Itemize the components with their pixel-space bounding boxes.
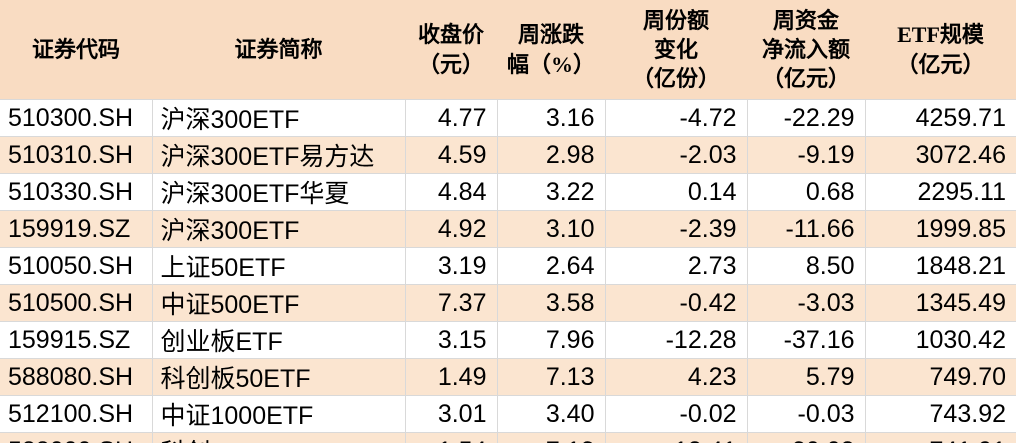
cell-weekly-change: 7.13 [497,358,606,396]
cell-close-price: 4.77 [405,99,498,137]
cell-security-code: 510050.SH [0,247,153,285]
col-header-security-name: 证券简称 [152,0,405,100]
table-row: 510050.SH 上证50ETF 3.19 2.64 2.73 8.50 18… [0,247,1016,285]
cell-security-name: 沪深300ETF华夏 [152,173,406,211]
cell-weekly-change: 3.10 [497,210,606,248]
cell-weekly-change: 7.12 [497,432,606,443]
cell-weekly-change: 7.96 [497,321,606,359]
cell-security-code: 510310.SH [0,136,153,174]
cell-share-change: -2.03 [605,136,748,174]
table-row: 159915.SZ 创业板ETF 3.15 7.96 -12.28 -37.16… [0,321,1016,359]
cell-etf-scale: 1030.42 [865,321,1016,359]
cell-security-name: 创业板ETF [152,321,406,359]
cell-share-change: -13.41 [605,432,748,443]
header-row: 证券代码 证券简称 收盘价 （元） 周涨跌 幅（%） 周份额 变化 （亿份） 周… [0,0,1016,100]
cell-etf-scale: 749.70 [865,358,1016,396]
col-header-security-code: 证券代码 [0,0,152,100]
cell-security-name: 沪深300ETF [152,210,406,248]
table-row: 588080.SH 科创板50ETF 1.49 7.13 4.23 5.79 7… [0,358,1016,396]
cell-share-change: -2.39 [605,210,748,248]
table-header: 证券代码 证券简称 收盘价 （元） 周涨跌 幅（%） 周份额 变化 （亿份） 周… [0,0,1016,100]
cell-security-code: 159919.SZ [0,210,153,248]
cell-share-change: -0.02 [605,395,748,433]
cell-share-change: -4.72 [605,99,748,137]
cell-net-inflow: -11.66 [747,210,866,248]
table-body: 510300.SH 沪深300ETF 4.77 3.16 -4.72 -22.2… [0,99,1016,443]
cell-share-change: -0.42 [605,284,748,322]
cell-security-code: 510330.SH [0,173,153,211]
cell-close-price: 4.59 [405,136,498,174]
cell-net-inflow: -3.03 [747,284,866,322]
cell-security-name: 中证500ETF [152,284,406,322]
cell-net-inflow: 5.79 [747,358,866,396]
cell-share-change: 0.14 [605,173,748,211]
cell-weekly-change: 2.64 [497,247,606,285]
cell-share-change: -12.28 [605,321,748,359]
col-header-etf-scale: ETF规模 （亿元） [865,0,1016,100]
cell-net-inflow: 0.68 [747,173,866,211]
cell-etf-scale: 1999.85 [865,210,1016,248]
cell-weekly-change: 3.58 [497,284,606,322]
cell-close-price: 4.92 [405,210,498,248]
cell-share-change: 2.73 [605,247,748,285]
cell-security-code: 512100.SH [0,395,153,433]
table-row: 510300.SH 沪深300ETF 4.77 3.16 -4.72 -22.2… [0,99,1016,137]
cell-security-code: 588080.SH [0,358,153,396]
table-row: 512100.SH 中证1000ETF 3.01 3.40 -0.02 -0.0… [0,395,1016,433]
cell-security-name: 沪深300ETF易方达 [152,136,406,174]
cell-net-inflow: -9.19 [747,136,866,174]
cell-net-inflow: -22.29 [747,99,866,137]
cell-weekly-change: 3.16 [497,99,606,137]
table-row: 510500.SH 中证500ETF 7.37 3.58 -0.42 -3.03… [0,284,1016,322]
cell-security-code: 159915.SZ [0,321,153,359]
cell-net-inflow: -0.03 [747,395,866,433]
cell-etf-scale: 743.92 [865,395,1016,433]
cell-security-code: 588000.SH [0,432,153,443]
cell-etf-scale: 1848.21 [865,247,1016,285]
cell-close-price: 1.54 [405,432,498,443]
cell-close-price: 4.84 [405,173,498,211]
table-row: 159919.SZ 沪深300ETF 4.92 3.10 -2.39 -11.6… [0,210,1016,248]
col-header-close-price: 收盘价 （元） [405,0,497,100]
cell-security-name: 科创板50ETF [152,358,406,396]
table-row: 510310.SH 沪深300ETF易方达 4.59 2.98 -2.03 -9… [0,136,1016,174]
cell-close-price: 1.49 [405,358,498,396]
cell-close-price: 3.19 [405,247,498,285]
cell-etf-scale: 741.91 [865,432,1016,443]
cell-net-inflow: -20.03 [747,432,866,443]
cell-etf-scale: 1345.49 [865,284,1016,322]
cell-net-inflow: 8.50 [747,247,866,285]
cell-etf-scale: 3072.46 [865,136,1016,174]
cell-security-code: 510300.SH [0,99,153,137]
cell-weekly-change: 3.40 [497,395,606,433]
cell-etf-scale: 4259.71 [865,99,1016,137]
cell-share-change: 4.23 [605,358,748,396]
cell-close-price: 7.37 [405,284,498,322]
cell-weekly-change: 3.22 [497,173,606,211]
cell-security-name: 中证1000ETF [152,395,406,433]
cell-close-price: 3.01 [405,395,498,433]
col-header-weekly-change: 周涨跌 幅（%） [497,0,605,100]
cell-security-name: 沪深300ETF [152,99,406,137]
cell-close-price: 3.15 [405,321,498,359]
table-row: 510330.SH 沪深300ETF华夏 4.84 3.22 0.14 0.68… [0,173,1016,211]
col-header-share-change: 周份额 变化 （亿份） [605,0,747,100]
table-row: 588000.SH 科创50ETF 1.54 7.12 -13.41 -20.0… [0,432,1016,443]
cell-security-code: 510500.SH [0,284,153,322]
col-header-net-inflow: 周资金 净流入额 （亿元） [747,0,865,100]
cell-security-name: 科创50ETF [152,432,406,443]
cell-weekly-change: 2.98 [497,136,606,174]
cell-net-inflow: -37.16 [747,321,866,359]
cell-etf-scale: 2295.11 [865,173,1016,211]
cell-security-name: 上证50ETF [152,247,406,285]
